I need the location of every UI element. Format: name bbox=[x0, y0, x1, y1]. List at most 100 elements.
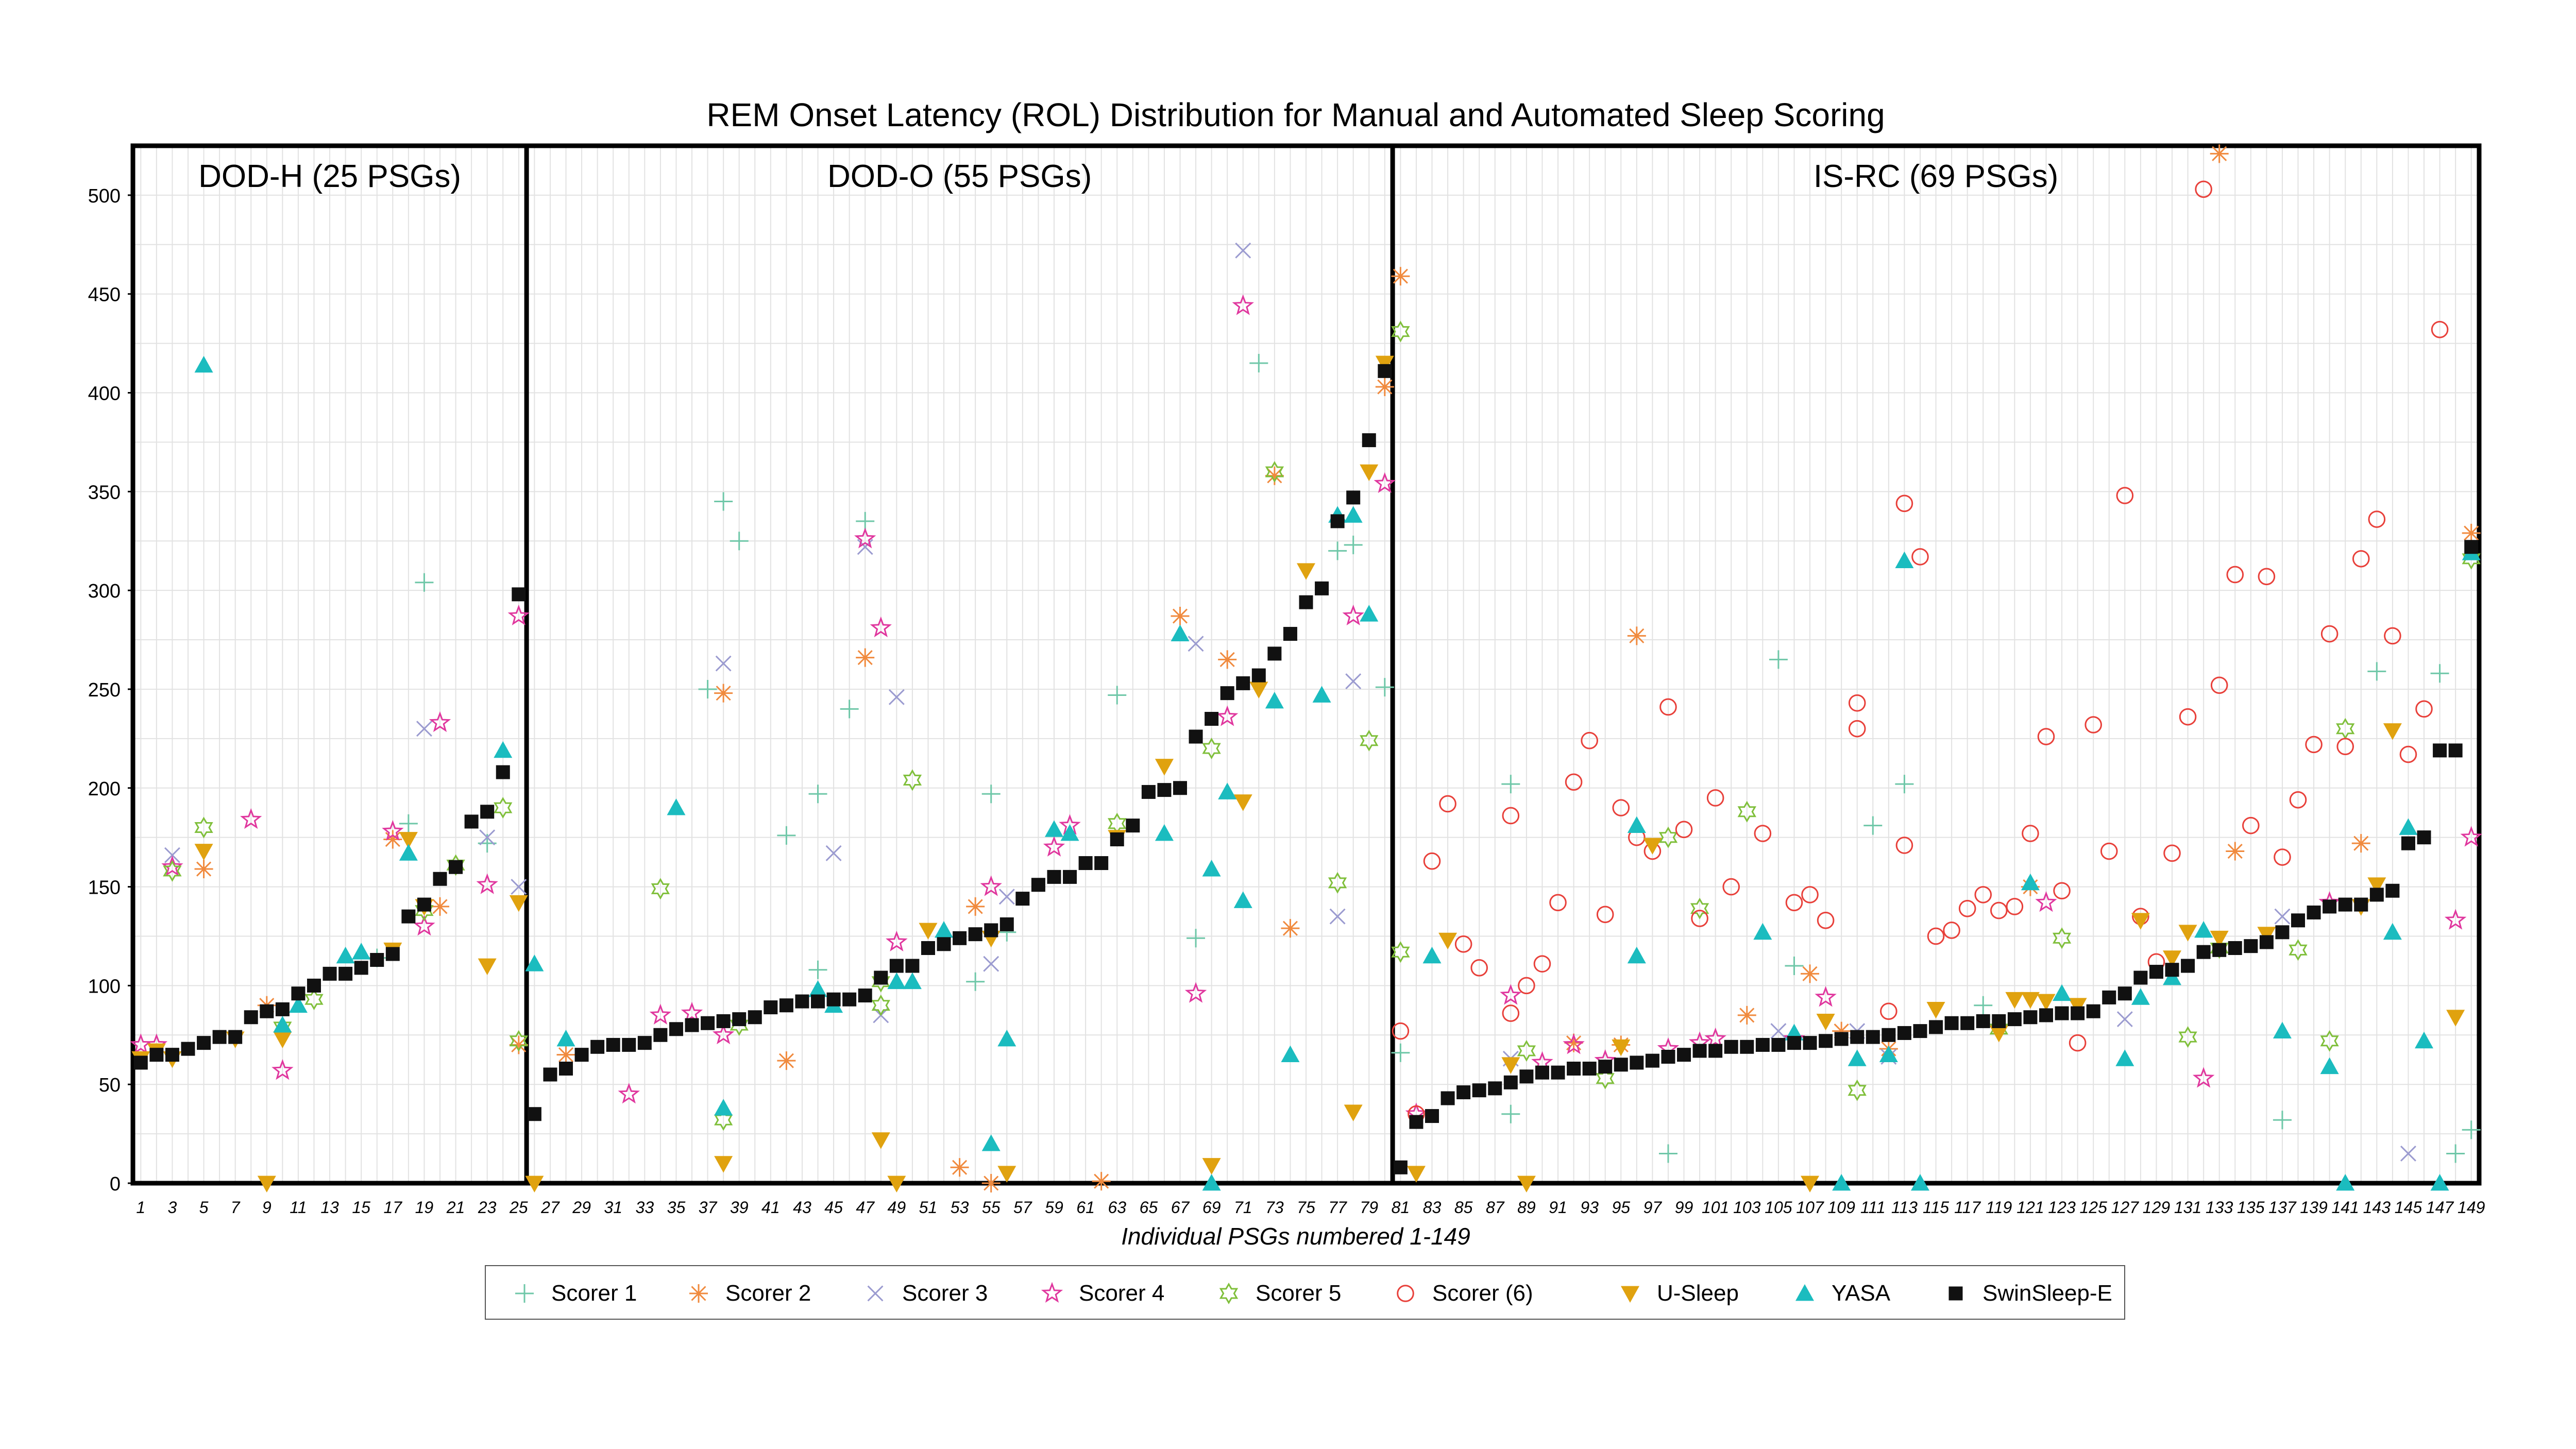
y-tick-label: 50 bbox=[99, 1075, 121, 1096]
data-point bbox=[399, 832, 418, 849]
data-point bbox=[870, 616, 892, 638]
data-point bbox=[556, 1045, 575, 1064]
data-point bbox=[2291, 913, 2306, 928]
data-point bbox=[1787, 1036, 1801, 1050]
data-point bbox=[966, 972, 985, 991]
x-tick-label: 123 bbox=[2048, 1198, 2076, 1217]
data-point bbox=[2068, 998, 2087, 1015]
data-point bbox=[2336, 738, 2354, 756]
data-point bbox=[1173, 781, 1187, 795]
data-point bbox=[476, 873, 498, 894]
data-point bbox=[1692, 1044, 1707, 1058]
data-point bbox=[1691, 910, 1708, 927]
x-tick-label: 81 bbox=[1392, 1198, 1410, 1217]
data-point bbox=[525, 1175, 544, 1192]
data-point bbox=[2384, 627, 2401, 645]
data-point bbox=[1990, 901, 2008, 919]
data-point bbox=[1690, 897, 1709, 919]
data-point bbox=[808, 960, 827, 979]
data-point bbox=[2415, 700, 2433, 718]
data-point bbox=[2052, 927, 2072, 949]
data-point bbox=[1188, 636, 1204, 652]
legend-marker bbox=[1397, 1285, 1414, 1302]
data-point bbox=[415, 573, 434, 592]
legend-marker-icon bbox=[1041, 1282, 1063, 1303]
data-point bbox=[415, 899, 434, 922]
data-point bbox=[1517, 1175, 1536, 1192]
x-tick-label: 19 bbox=[415, 1198, 434, 1217]
x-tick-label: 75 bbox=[1297, 1198, 1315, 1217]
data-point bbox=[1501, 1057, 1520, 1074]
data-point bbox=[2023, 1010, 2038, 1025]
x-tick-label: 119 bbox=[1986, 1198, 2012, 1217]
data-point bbox=[685, 1018, 699, 1032]
data-point bbox=[2226, 566, 2244, 584]
data-point bbox=[1612, 1039, 1631, 1056]
data-point bbox=[2462, 523, 2481, 542]
data-point bbox=[1880, 1002, 1897, 1020]
data-point bbox=[1535, 1065, 1549, 1080]
data-point bbox=[2210, 930, 2229, 948]
x-tick-label: 117 bbox=[1954, 1198, 1981, 1217]
data-point bbox=[194, 844, 213, 861]
x-tick-label: 85 bbox=[1454, 1198, 1473, 1217]
data-point bbox=[2430, 664, 2449, 683]
data-point bbox=[1184, 982, 1207, 1003]
x-tick-label: 131 bbox=[2174, 1198, 2201, 1217]
data-point bbox=[2305, 736, 2323, 754]
data-point bbox=[1329, 908, 1346, 925]
legend-marker bbox=[515, 1284, 534, 1303]
data-point bbox=[981, 1134, 1001, 1151]
data-point bbox=[1740, 1039, 1754, 1054]
data-point bbox=[1501, 1104, 1520, 1123]
data-point bbox=[2273, 1021, 2292, 1039]
data-point bbox=[382, 820, 404, 841]
data-point bbox=[527, 1107, 541, 1121]
data-point bbox=[1819, 1034, 1833, 1048]
data-point bbox=[2460, 826, 2482, 847]
data-point bbox=[1092, 1172, 1111, 1191]
data-point bbox=[1944, 1016, 1959, 1030]
data-point bbox=[1567, 1062, 1581, 1076]
data-point bbox=[507, 604, 530, 626]
data-point bbox=[1235, 242, 1251, 259]
data-point bbox=[1423, 852, 1441, 870]
legend-item: SwinSleep-E bbox=[1940, 1266, 2112, 1321]
y-tick-label: 250 bbox=[88, 679, 121, 701]
chart-legend: Scorer 1 Scorer 2 Scorer 3 Scorer 4 Scorer 5… bbox=[485, 1265, 2125, 1320]
data-point bbox=[698, 679, 717, 698]
data-point bbox=[714, 1156, 733, 1173]
x-tick-label: 59 bbox=[1045, 1198, 1063, 1217]
data-point bbox=[244, 1010, 258, 1025]
data-point bbox=[1060, 824, 1079, 841]
data-point bbox=[194, 816, 213, 839]
data-point bbox=[1312, 686, 1331, 703]
data-point bbox=[997, 1029, 1016, 1047]
data-point bbox=[2117, 986, 2132, 1001]
data-point bbox=[1299, 595, 1313, 609]
x-tick-label: 121 bbox=[2016, 1198, 2044, 1217]
data-point bbox=[1218, 650, 1237, 669]
data-point bbox=[2192, 1067, 2215, 1088]
data-point bbox=[1612, 799, 1630, 816]
data-point bbox=[1425, 1109, 1439, 1123]
legend-item: Scorer (6) bbox=[1390, 1266, 1533, 1321]
data-point bbox=[1470, 959, 1488, 977]
data-point bbox=[1031, 878, 1045, 892]
data-point bbox=[1895, 495, 1913, 513]
data-point bbox=[370, 953, 384, 967]
x-tick-label: 37 bbox=[699, 1198, 718, 1217]
data-point bbox=[2007, 1012, 2022, 1027]
data-point bbox=[1533, 955, 1551, 973]
data-point bbox=[401, 909, 416, 924]
data-point bbox=[2323, 899, 2337, 914]
data-point bbox=[2367, 662, 2386, 681]
x-axis-label: Individual PSGs numbered 1-149 bbox=[1121, 1223, 1470, 1250]
data-point bbox=[1187, 929, 1206, 948]
data-point bbox=[2448, 743, 2463, 758]
data-point bbox=[1220, 686, 1234, 701]
legend-marker bbox=[1621, 1286, 1639, 1303]
data-point bbox=[667, 798, 686, 815]
x-tick-label: 105 bbox=[1765, 1198, 1792, 1217]
x-tick-label: 29 bbox=[572, 1198, 591, 1217]
